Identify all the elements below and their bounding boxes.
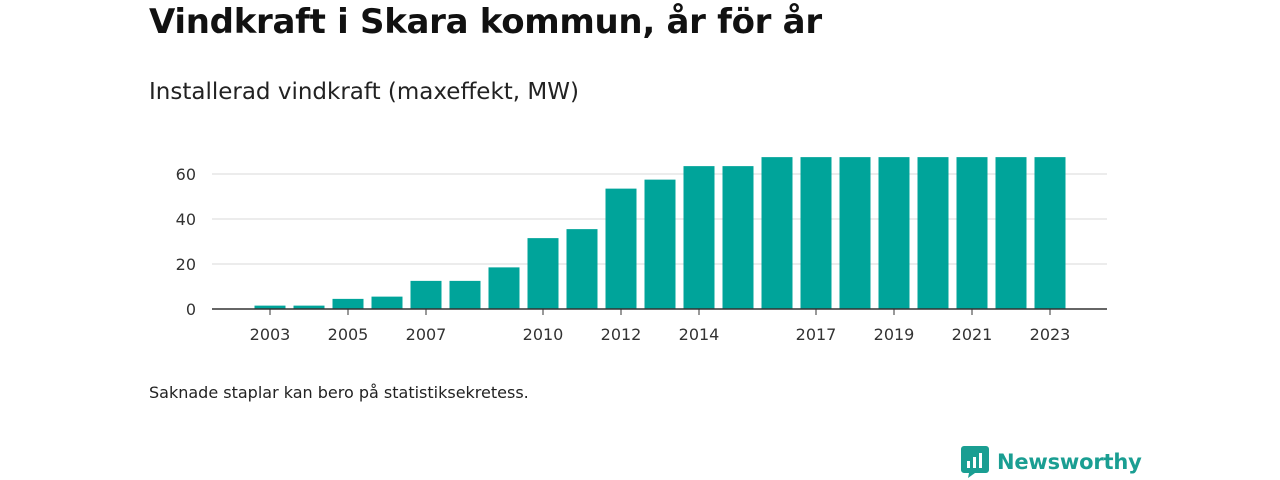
- bars: [254, 157, 1066, 309]
- x-tick-label: 2017: [796, 325, 837, 344]
- bar: [761, 157, 793, 309]
- bar: [1034, 157, 1066, 309]
- x-tick-label: 2005: [328, 325, 369, 344]
- y-tick-label: 40: [176, 210, 196, 229]
- chart-title: Vindkraft i Skara kommun, år för år: [149, 2, 822, 42]
- bar: [956, 157, 988, 309]
- footnote: Saknade staplar kan bero på statistiksek…: [149, 383, 529, 402]
- brand-logo: Newsworthy: [961, 446, 1142, 478]
- bar: [995, 157, 1027, 309]
- y-tick-label: 20: [176, 255, 196, 274]
- x-tick-label: 2003: [250, 325, 291, 344]
- y-tick-label: 0: [186, 300, 196, 319]
- bar: [566, 229, 598, 309]
- bar: [722, 166, 754, 309]
- bar: [332, 298, 364, 309]
- bar: [644, 179, 676, 309]
- x-tick-label: 2007: [406, 325, 447, 344]
- x-tick-label: 2012: [601, 325, 642, 344]
- bar: [488, 267, 520, 309]
- x-tick-label: 2010: [523, 325, 564, 344]
- x-tick-label: 2019: [874, 325, 915, 344]
- bar: [683, 166, 715, 309]
- bar: [800, 157, 832, 309]
- y-axis-ticks: 0 20 40 60: [176, 165, 196, 319]
- bar: [527, 238, 559, 309]
- x-tick-label: 2021: [952, 325, 993, 344]
- bar: [878, 157, 910, 309]
- chart-subtitle: Installerad vindkraft (maxeffekt, MW): [149, 79, 579, 105]
- bar: [371, 296, 403, 309]
- brand-name: Newsworthy: [997, 450, 1142, 474]
- newsworthy-logo-icon: [961, 446, 989, 478]
- x-tick-label: 2023: [1030, 325, 1071, 344]
- x-tick-label: 2014: [679, 325, 720, 344]
- bar: [917, 157, 949, 309]
- bar: [449, 280, 481, 309]
- y-tick-label: 60: [176, 165, 196, 184]
- bar: [254, 305, 286, 309]
- x-axis-ticks: 2003 2005 2007 2010 2012 2014 2017 2019 2021 2023: [250, 309, 1071, 344]
- bar: [839, 157, 871, 309]
- bar: [410, 280, 442, 309]
- bar: [293, 305, 325, 309]
- bar: [605, 188, 637, 309]
